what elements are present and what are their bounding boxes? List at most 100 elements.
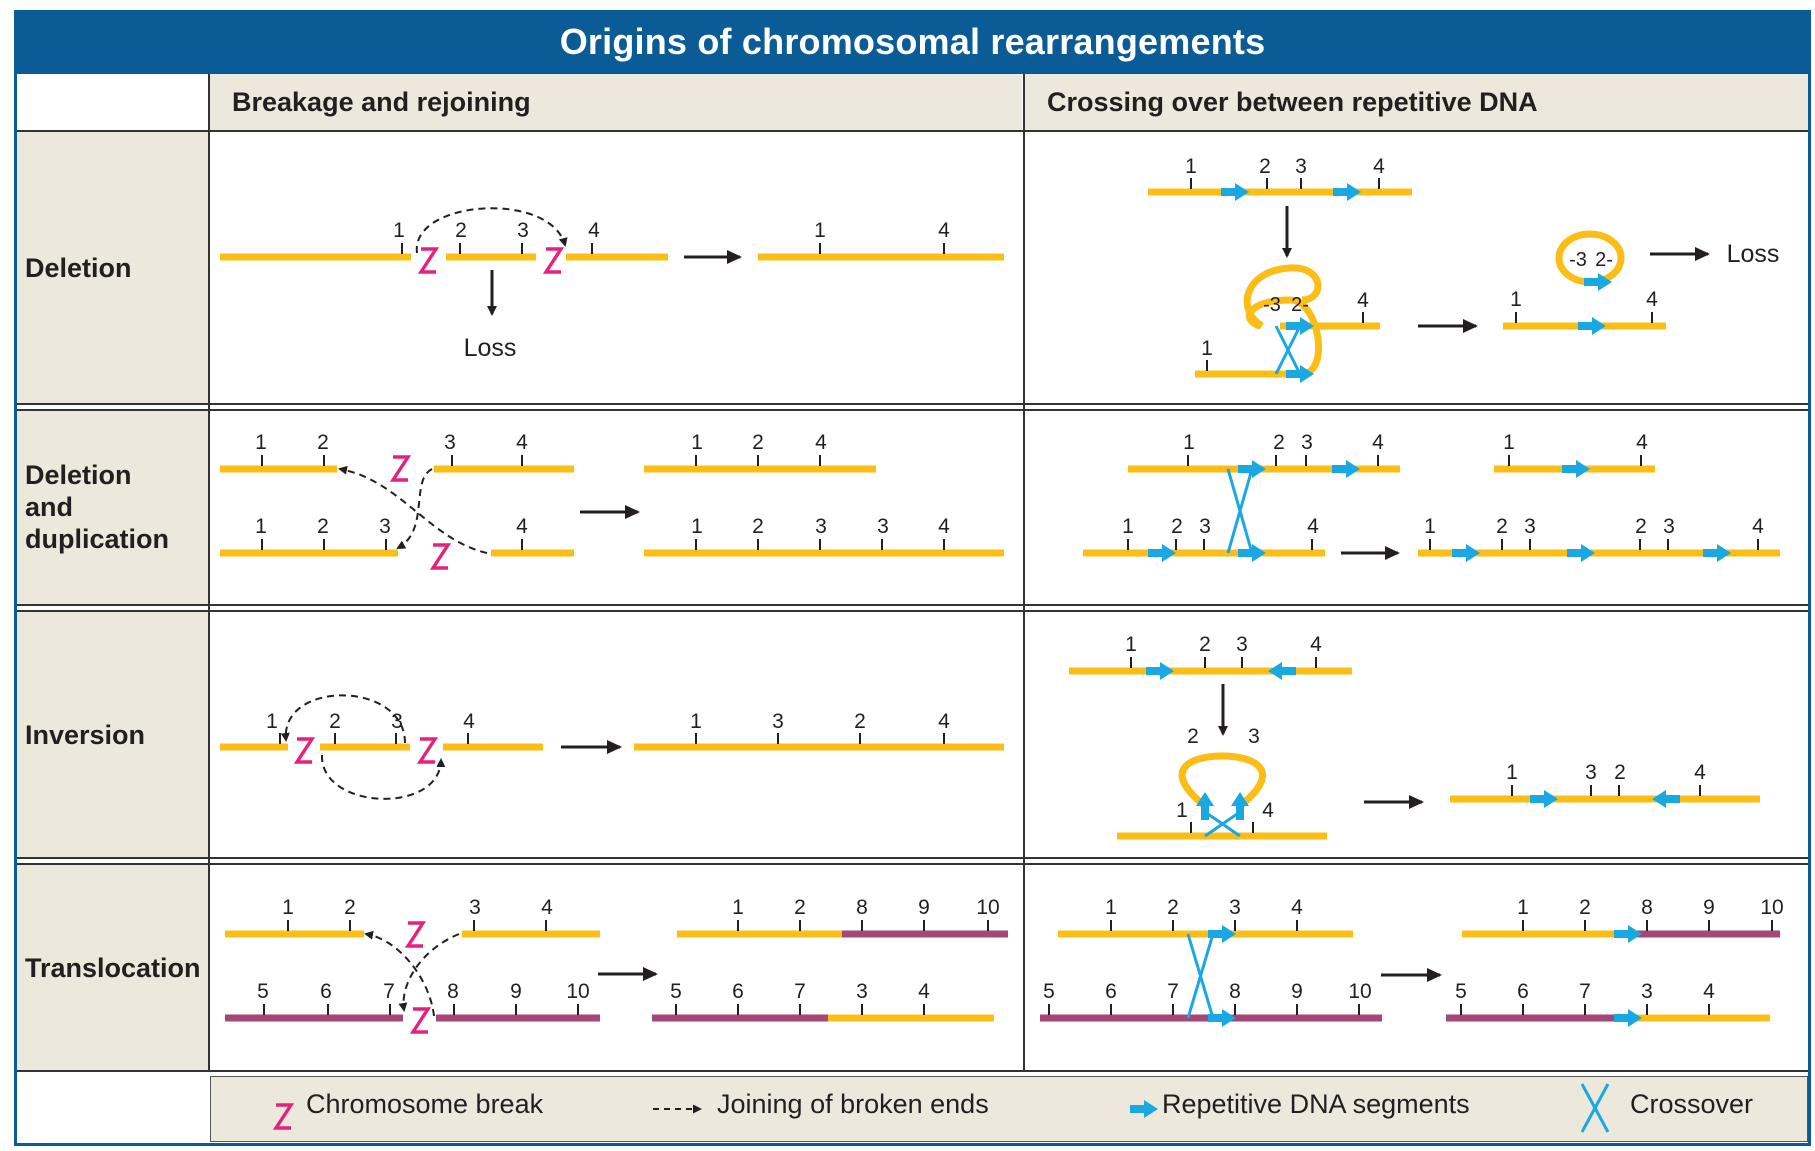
svg-text:4: 4 bbox=[1372, 431, 1384, 454]
svg-text:4: 4 bbox=[541, 896, 553, 919]
svg-text:2: 2 bbox=[1579, 896, 1591, 919]
column-header-breakage: Breakage and rejoining bbox=[210, 74, 1022, 130]
svg-text:1: 1 bbox=[1503, 431, 1515, 454]
svg-text:9: 9 bbox=[1703, 896, 1715, 919]
svg-text:4: 4 bbox=[938, 219, 950, 242]
svg-text:1: 1 bbox=[1506, 761, 1518, 784]
svg-text:2: 2 bbox=[344, 896, 356, 919]
svg-text:2: 2 bbox=[317, 515, 329, 538]
svg-text:5: 5 bbox=[1043, 980, 1055, 1003]
row-label-deletion: Deletion bbox=[17, 132, 208, 404]
svg-text:8: 8 bbox=[1641, 896, 1653, 919]
svg-text:3: 3 bbox=[772, 710, 784, 733]
svg-text:-3: -3 bbox=[1569, 249, 1587, 271]
svg-text:3: 3 bbox=[1248, 725, 1260, 748]
svg-text:3: 3 bbox=[517, 219, 529, 242]
svg-text:1: 1 bbox=[1125, 633, 1137, 656]
legend-break-icon bbox=[274, 1103, 293, 1130]
legend-bar bbox=[210, 1076, 1808, 1142]
svg-text:1: 1 bbox=[1122, 515, 1134, 538]
svg-text:1: 1 bbox=[266, 710, 278, 733]
svg-text:4: 4 bbox=[1357, 289, 1369, 312]
svg-text:2: 2 bbox=[1273, 431, 1285, 454]
svg-text:4: 4 bbox=[815, 431, 827, 454]
svg-text:3: 3 bbox=[379, 515, 391, 538]
svg-text:3: 3 bbox=[469, 896, 481, 919]
table-gridlines bbox=[17, 74, 1808, 1072]
svg-text:8: 8 bbox=[447, 980, 459, 1003]
legend-repetitive-icon bbox=[1130, 1100, 1158, 1118]
legend-crossover-label: Crossover bbox=[1630, 1089, 1754, 1119]
svg-text:3: 3 bbox=[1585, 761, 1597, 784]
svg-text:1: 1 bbox=[1185, 155, 1197, 178]
svg-text:3: 3 bbox=[1199, 515, 1211, 538]
svg-text:7: 7 bbox=[1167, 980, 1179, 1003]
svg-text:2: 2 bbox=[752, 515, 764, 538]
svg-text:2: 2 bbox=[1199, 633, 1211, 656]
svg-text:1: 1 bbox=[255, 515, 267, 538]
svg-text:1: 1 bbox=[1105, 896, 1117, 919]
svg-text:4: 4 bbox=[1694, 761, 1706, 784]
svg-text:4: 4 bbox=[516, 431, 528, 454]
svg-text:2: 2 bbox=[752, 431, 764, 454]
svg-text:2: 2 bbox=[329, 710, 341, 733]
svg-text:1: 1 bbox=[691, 515, 703, 538]
svg-text:4: 4 bbox=[463, 710, 475, 733]
figure-title: Origins of chromosomal rearrangements bbox=[559, 21, 1266, 62]
svg-text:1: 1 bbox=[255, 431, 267, 454]
svg-text:2: 2 bbox=[794, 896, 806, 919]
svg-text:7: 7 bbox=[383, 980, 395, 1003]
svg-text:1: 1 bbox=[691, 431, 703, 454]
loss-label-2: Loss bbox=[1727, 240, 1780, 268]
svg-text:9: 9 bbox=[918, 896, 930, 919]
row-label-translocation: Translocation bbox=[17, 864, 208, 1071]
svg-text:3: 3 bbox=[444, 431, 456, 454]
deldup-breakage-panel: 1 2 3 4 1 2 3 4 1 2 4 1 2 3 3 4 bbox=[220, 431, 1004, 570]
svg-text:1: 1 bbox=[1183, 431, 1195, 454]
svg-text:3: 3 bbox=[1301, 431, 1313, 454]
figure-frame bbox=[14, 10, 1811, 1146]
svg-text:4: 4 bbox=[1307, 515, 1319, 538]
svg-text:1: 1 bbox=[393, 219, 405, 242]
svg-text:2: 2 bbox=[1614, 761, 1626, 784]
svg-text:1: 1 bbox=[814, 219, 826, 242]
svg-text:4: 4 bbox=[1752, 515, 1764, 538]
svg-text:3: 3 bbox=[1229, 896, 1241, 919]
legend-joining-label: Joining of broken ends bbox=[717, 1089, 989, 1119]
svg-text:3: 3 bbox=[1236, 633, 1248, 656]
svg-text:10: 10 bbox=[566, 980, 589, 1003]
svg-text:9: 9 bbox=[1291, 980, 1303, 1003]
svg-text:2: 2 bbox=[854, 710, 866, 733]
svg-text:2: 2 bbox=[1635, 515, 1647, 538]
inversion-breakage-panel: 1 2 3 4 1 3 2 4 bbox=[220, 694, 1004, 800]
svg-text:3: 3 bbox=[815, 515, 827, 538]
svg-text:10: 10 bbox=[1760, 896, 1783, 919]
legend-crossover-icon bbox=[1580, 1083, 1610, 1133]
svg-text:4: 4 bbox=[938, 710, 950, 733]
svg-text:2: 2 bbox=[1496, 515, 1508, 538]
row-label-inversion: Inversion bbox=[17, 611, 208, 858]
svg-text:2: 2 bbox=[455, 219, 467, 242]
svg-text:4: 4 bbox=[1703, 980, 1715, 1003]
svg-text:2: 2 bbox=[1167, 896, 1179, 919]
svg-text:4: 4 bbox=[938, 515, 950, 538]
svg-text:1: 1 bbox=[1517, 896, 1529, 919]
svg-text:9: 9 bbox=[510, 980, 522, 1003]
deletion-crossing-panel: 1 2 3 4 1 4 -3 2- 1 4 -3 2- Loss bbox=[1148, 155, 1779, 383]
svg-text:5: 5 bbox=[1455, 980, 1467, 1003]
translocation-crossing-panel: 1 2 3 4 5 6 7 8 9 10 1 2 8 9 10 5 6 7 3 4 bbox=[1040, 896, 1784, 1027]
svg-text:2: 2 bbox=[1259, 155, 1271, 178]
svg-text:5: 5 bbox=[257, 980, 269, 1003]
svg-text:2-: 2- bbox=[1595, 249, 1613, 271]
svg-text:4: 4 bbox=[1373, 155, 1385, 178]
svg-text:2: 2 bbox=[317, 431, 329, 454]
legend-repetitive-label: Repetitive DNA segments bbox=[1162, 1089, 1470, 1119]
svg-text:1: 1 bbox=[1424, 515, 1436, 538]
svg-text:8: 8 bbox=[856, 896, 868, 919]
svg-text:4: 4 bbox=[1646, 288, 1658, 311]
translocation-breakage-panel: 1 2 3 4 5 6 7 8 9 10 1 2 8 9 10 5 6 7 3 4 bbox=[225, 896, 1008, 1034]
svg-text:3: 3 bbox=[1295, 155, 1307, 178]
